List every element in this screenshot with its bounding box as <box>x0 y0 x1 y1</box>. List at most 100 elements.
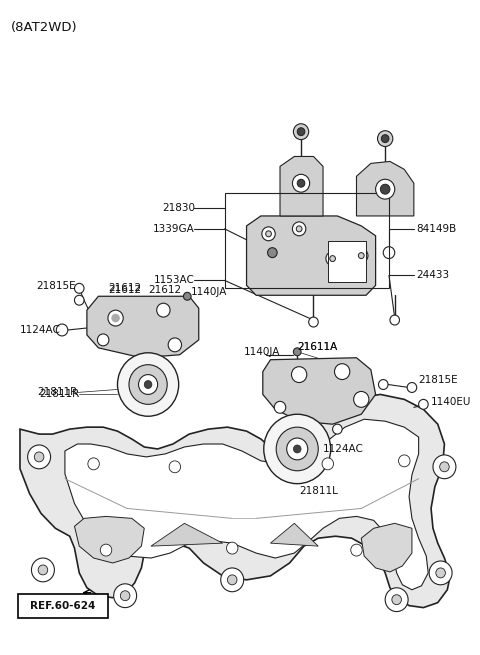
Circle shape <box>156 303 170 317</box>
Circle shape <box>38 565 48 575</box>
Text: 1140EU: 1140EU <box>431 398 471 407</box>
Circle shape <box>378 131 393 147</box>
Circle shape <box>274 402 286 413</box>
Circle shape <box>108 310 123 326</box>
Circle shape <box>168 338 181 352</box>
Circle shape <box>293 445 301 453</box>
Circle shape <box>118 353 179 416</box>
Circle shape <box>276 427 318 471</box>
Circle shape <box>293 348 301 356</box>
Text: 21612: 21612 <box>148 286 181 295</box>
Circle shape <box>297 179 305 187</box>
Polygon shape <box>357 161 414 216</box>
Circle shape <box>433 455 456 479</box>
Circle shape <box>297 128 305 136</box>
Text: REF.60-624: REF.60-624 <box>30 601 96 610</box>
Circle shape <box>139 375 157 394</box>
Text: 1140JA: 1140JA <box>244 346 280 357</box>
Circle shape <box>292 222 306 236</box>
Circle shape <box>227 542 238 554</box>
Text: 21815E: 21815E <box>36 282 76 291</box>
Circle shape <box>228 575 237 585</box>
Bar <box>225 193 389 288</box>
Text: 1339GA: 1339GA <box>153 224 195 234</box>
Circle shape <box>376 179 395 199</box>
Circle shape <box>330 255 336 261</box>
Polygon shape <box>270 523 318 546</box>
Circle shape <box>293 124 309 140</box>
Circle shape <box>144 381 152 388</box>
Text: 21612: 21612 <box>108 286 141 295</box>
Polygon shape <box>263 358 376 424</box>
Circle shape <box>436 568 445 578</box>
Circle shape <box>267 248 277 257</box>
Circle shape <box>326 252 339 265</box>
Circle shape <box>440 462 449 472</box>
Text: 1124AC: 1124AC <box>323 444 364 454</box>
Polygon shape <box>280 157 323 216</box>
Circle shape <box>419 400 428 409</box>
Circle shape <box>398 455 410 467</box>
Polygon shape <box>361 523 412 572</box>
Circle shape <box>74 295 84 305</box>
Circle shape <box>287 438 308 460</box>
Circle shape <box>292 174 310 192</box>
Circle shape <box>32 558 54 582</box>
Circle shape <box>262 227 275 241</box>
Circle shape <box>169 461 180 473</box>
Text: 24433: 24433 <box>416 271 449 280</box>
Circle shape <box>351 544 362 556</box>
Circle shape <box>381 135 389 143</box>
Polygon shape <box>87 296 199 358</box>
Text: 1140JA: 1140JA <box>191 288 228 297</box>
Circle shape <box>385 588 408 612</box>
Text: 21811R: 21811R <box>39 390 79 400</box>
Circle shape <box>291 367 307 383</box>
Circle shape <box>333 424 342 434</box>
Circle shape <box>378 379 388 390</box>
Circle shape <box>392 595 401 605</box>
Circle shape <box>88 458 99 470</box>
Circle shape <box>383 247 395 259</box>
Polygon shape <box>20 394 450 608</box>
Circle shape <box>335 364 350 379</box>
Polygon shape <box>247 216 376 295</box>
Circle shape <box>100 544 112 556</box>
Circle shape <box>129 365 167 404</box>
Circle shape <box>380 184 390 194</box>
Circle shape <box>390 315 399 325</box>
Polygon shape <box>65 419 428 590</box>
Circle shape <box>183 292 191 300</box>
Polygon shape <box>74 516 144 563</box>
Polygon shape <box>151 523 223 546</box>
Circle shape <box>429 561 452 585</box>
Text: (8AT2WD): (8AT2WD) <box>11 20 77 33</box>
Text: 84149B: 84149B <box>416 224 456 234</box>
Circle shape <box>407 383 417 392</box>
Text: 21611A: 21611A <box>297 342 337 352</box>
Text: 21612: 21612 <box>108 284 141 293</box>
Circle shape <box>120 591 130 601</box>
FancyBboxPatch shape <box>18 593 108 618</box>
Circle shape <box>354 392 369 407</box>
Text: 21811R: 21811R <box>37 388 77 398</box>
Circle shape <box>296 226 302 232</box>
Circle shape <box>309 317 318 327</box>
Bar <box>328 241 366 282</box>
Circle shape <box>322 458 334 470</box>
Text: 1153AC: 1153AC <box>154 275 195 286</box>
Circle shape <box>35 452 44 462</box>
Circle shape <box>112 314 120 322</box>
Circle shape <box>359 253 364 259</box>
Text: 21830: 21830 <box>162 203 195 213</box>
Circle shape <box>221 568 244 591</box>
Circle shape <box>355 249 368 263</box>
Text: 1124AC: 1124AC <box>20 325 61 335</box>
Circle shape <box>97 334 109 346</box>
Circle shape <box>56 324 68 336</box>
Text: 21815E: 21815E <box>419 375 458 384</box>
Circle shape <box>114 584 137 608</box>
Circle shape <box>28 445 50 469</box>
Text: 21611A: 21611A <box>297 342 337 352</box>
Circle shape <box>265 231 271 236</box>
